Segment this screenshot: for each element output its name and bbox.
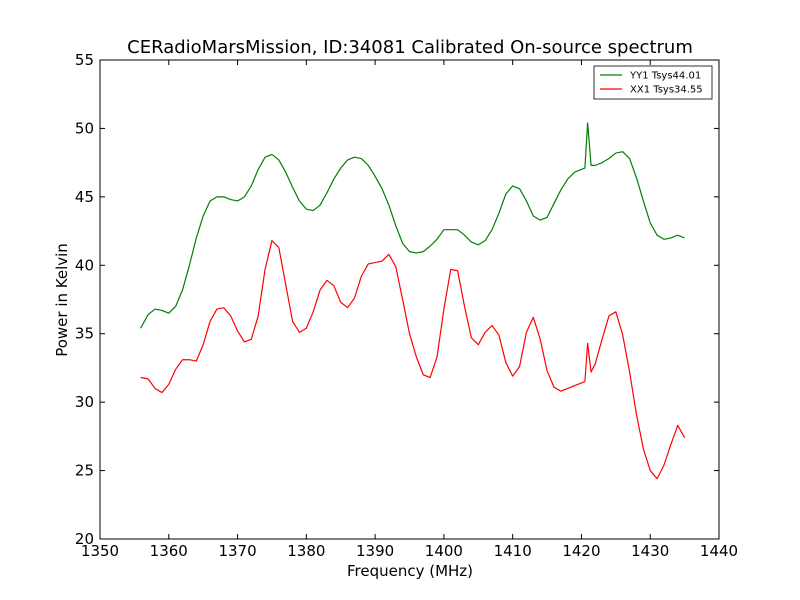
y-axis-title: Power in Kelvin (53, 243, 71, 357)
x-tick-label: 1430 (631, 542, 669, 560)
y-axis: 20 25 30 35 40 45 50 55 (75, 51, 719, 548)
x-tick-label: 1400 (425, 542, 463, 560)
y-tick-label: 20 (75, 530, 94, 548)
x-tick-label: 1350 (81, 542, 119, 560)
plot-area (99, 59, 720, 540)
series-line-2 (140, 240, 686, 480)
x-tick-label: 1380 (287, 542, 325, 560)
x-tick-label: 1410 (494, 542, 532, 560)
series-line-1 (140, 122, 685, 329)
x-tick-label: 1420 (562, 542, 600, 560)
y-tick-label: 35 (75, 325, 94, 343)
x-tick-label: 1390 (356, 542, 394, 560)
y-tick-label: 50 (75, 119, 94, 137)
y-tick-label: 25 (75, 462, 94, 480)
legend-box (593, 65, 713, 100)
legend-label-2: XX1 Tsys34.55 (630, 85, 703, 96)
chart-title: CERadioMarsMission, ID:34081 Calibrated … (127, 37, 693, 58)
x-axis: 1350 1360 1370 1380 1390 1400 1410 1420 1430 1440 (81, 60, 738, 560)
y-tick-label: 40 (75, 256, 94, 274)
legend: YY1 Tsys44.01 XX1 Tsys34.55 (593, 65, 713, 100)
x-tick-label: 1440 (700, 542, 738, 560)
plot-frame (99, 59, 720, 540)
y-tick-label: 45 (75, 188, 94, 206)
y-tick-label: 55 (75, 51, 94, 69)
x-tick-label: 1360 (150, 542, 188, 560)
x-axis-title: Frequency (MHz) (347, 562, 473, 580)
legend-label-1: YY1 Tsys44.01 (629, 71, 701, 82)
y-tick-label: 30 (75, 393, 94, 411)
x-tick-label: 1370 (218, 542, 256, 560)
